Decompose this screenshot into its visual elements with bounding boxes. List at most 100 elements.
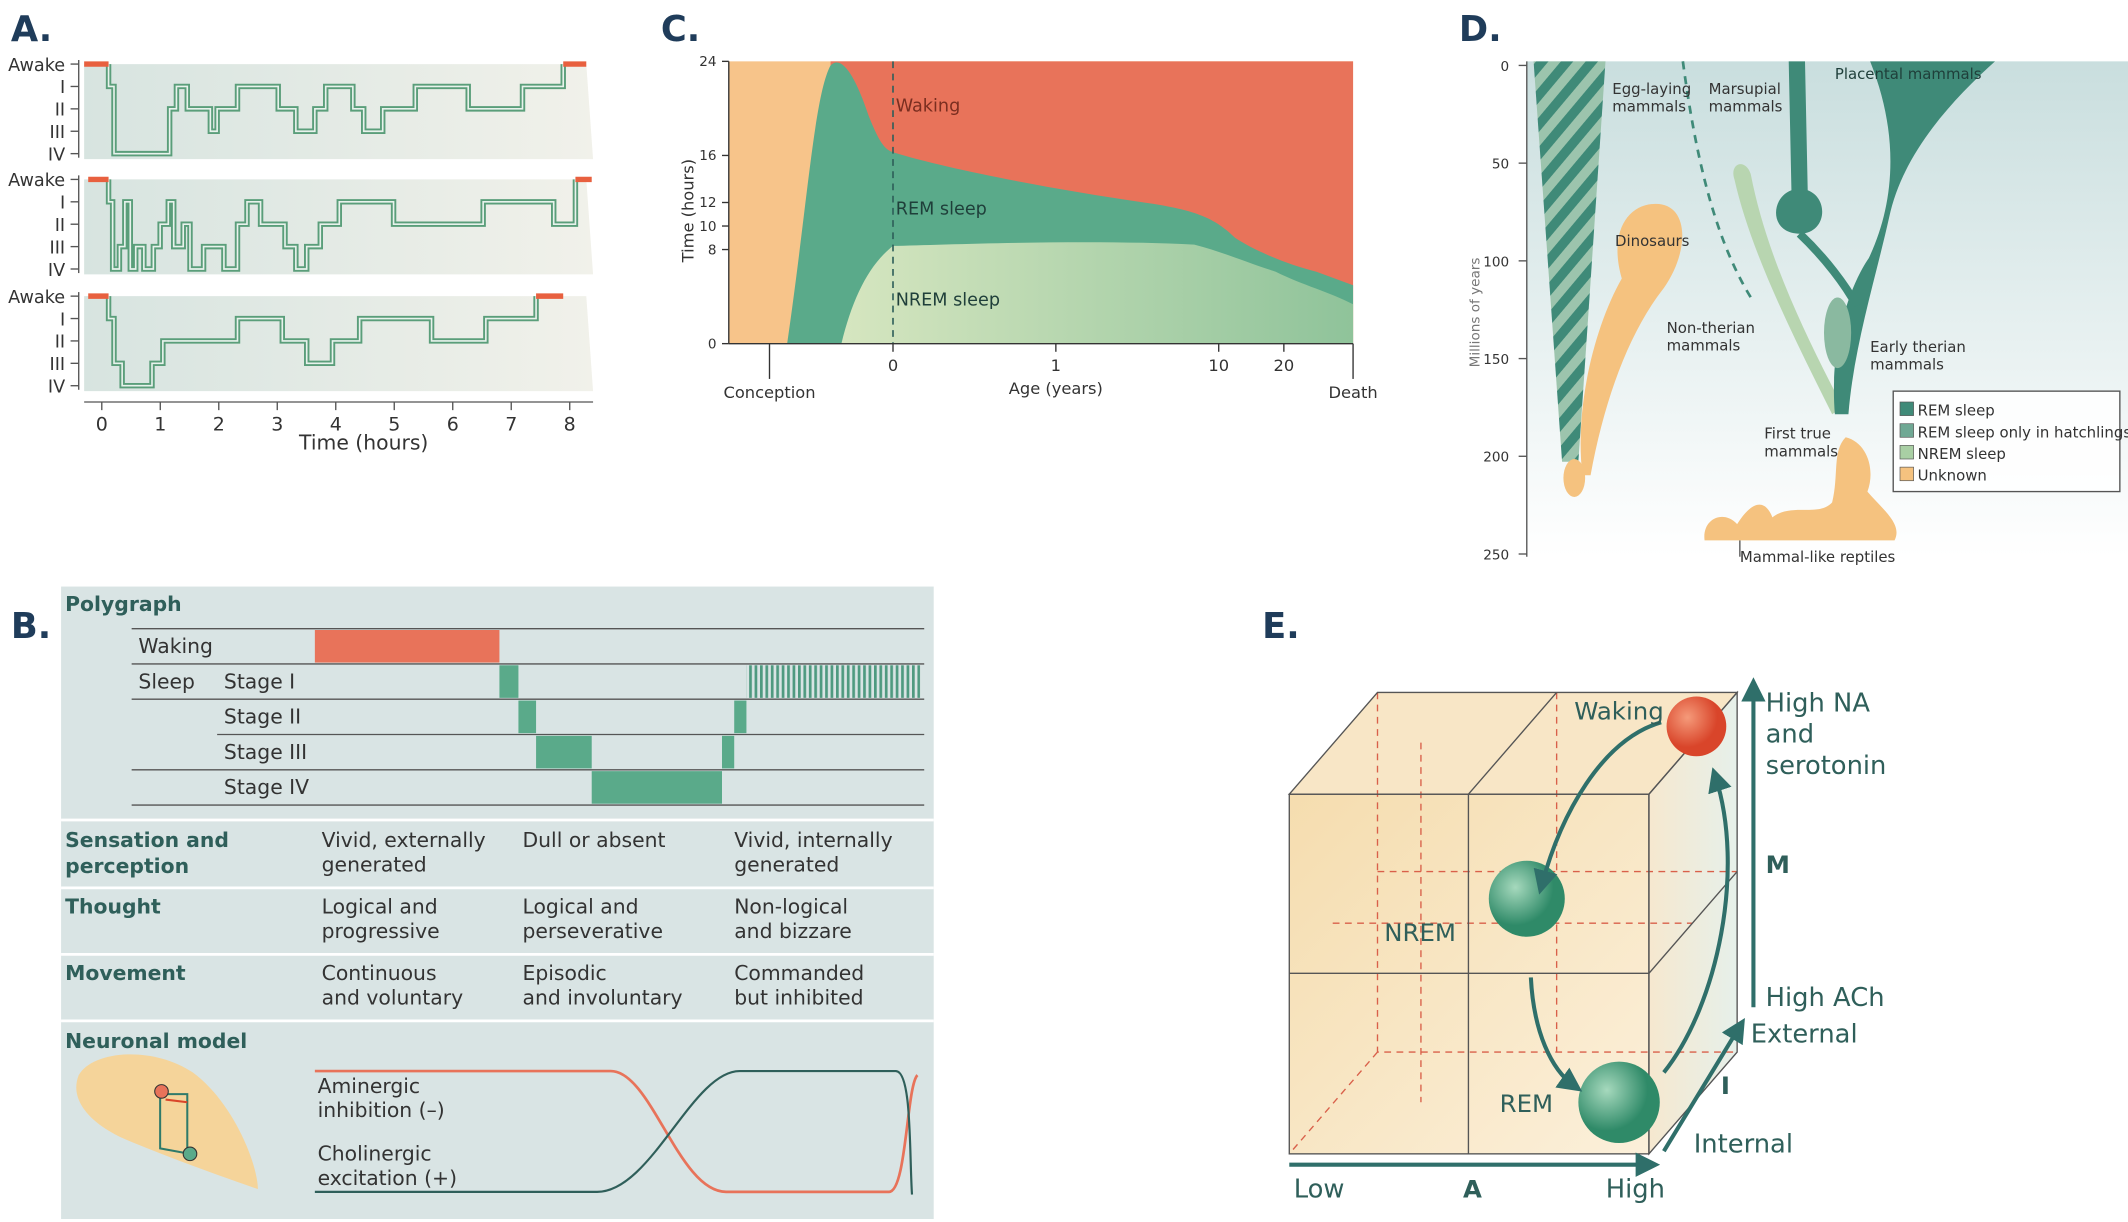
axis-label: Time (hours) xyxy=(679,159,698,263)
waking-sphere xyxy=(1666,696,1727,757)
cell-text: Non-logical xyxy=(734,895,848,919)
group-label: Early therian xyxy=(1870,338,1966,356)
y-tick-label: 100 xyxy=(1483,254,1509,270)
group-label: mammals xyxy=(1612,98,1686,116)
axis-name: A xyxy=(1463,1174,1482,1203)
stage-label: Awake xyxy=(8,171,65,191)
section-title: Polygraph xyxy=(65,592,181,616)
stage-bar xyxy=(536,735,592,769)
cell-text: Logical and xyxy=(523,895,639,919)
y-tick-label: 250 xyxy=(1483,547,1509,563)
region-label: NREM sleep xyxy=(896,291,1000,311)
row-label: Sleep xyxy=(138,669,195,693)
row-label: Stage I xyxy=(224,669,295,693)
x-tick-label: Death xyxy=(1328,383,1377,402)
cell-text: Vivid, internally xyxy=(734,828,892,852)
cell-text: Commanded xyxy=(734,961,864,985)
x-tick-label: 0 xyxy=(888,356,898,375)
legend-label: NREM sleep xyxy=(1918,445,2006,463)
nrem-sphere xyxy=(1488,860,1565,937)
cell-text: but inhibited xyxy=(734,986,863,1010)
cell-text: Continuous xyxy=(322,961,437,985)
axis-name: M xyxy=(1766,850,1790,879)
early-therian-branch xyxy=(1824,297,1852,369)
y-tick-label: 200 xyxy=(1483,450,1509,466)
row-separators xyxy=(61,818,934,1023)
y-tick-label: 12 xyxy=(699,195,716,211)
stage-label: IV xyxy=(48,261,65,281)
group-label: First true xyxy=(1764,425,1831,443)
x-tick-label: 3 xyxy=(271,414,283,436)
legend-label: REM sleep xyxy=(1918,402,1995,420)
state-arrows xyxy=(1289,677,1766,1177)
group-label: Egg-laying xyxy=(1612,80,1691,98)
cell-text: and involuntary xyxy=(523,986,683,1010)
state-label: Waking xyxy=(1574,697,1663,726)
neuron xyxy=(154,1084,169,1099)
rem-bar xyxy=(746,665,921,698)
row-heading: perception xyxy=(65,854,189,878)
stage-label: IV xyxy=(48,378,65,398)
cell-text: Vivid, externally xyxy=(322,828,486,852)
panel-label: A. xyxy=(11,9,52,50)
stage-label: III xyxy=(50,123,66,143)
axis-name: I xyxy=(1721,1071,1730,1100)
shape xyxy=(1467,691,1558,795)
row-label: Waking xyxy=(138,634,213,658)
neuron xyxy=(182,1146,198,1162)
legend-label: Unknown xyxy=(1918,467,1987,485)
axis-label: Internal xyxy=(1694,1130,1793,1160)
shape xyxy=(1533,720,1662,895)
stage-bar xyxy=(734,700,747,734)
y-tick-label: 150 xyxy=(1483,352,1509,368)
rem-sphere xyxy=(1578,1061,1660,1143)
row-label: Stage IV xyxy=(224,775,309,799)
circuit xyxy=(159,1093,191,1155)
x-tick-label: 2 xyxy=(213,414,225,436)
panel-label: B. xyxy=(11,606,51,647)
section-title: Neuronal model xyxy=(65,1029,247,1053)
axis-label: and xyxy=(1766,720,1814,750)
brain xyxy=(76,1054,258,1190)
x-tick-label: 4 xyxy=(330,414,342,436)
x-tick-label: 0 xyxy=(96,414,108,436)
axis-label: High ACh xyxy=(1766,983,1885,1013)
panel-d-plot xyxy=(1526,61,2128,557)
x-tick-label: 1 xyxy=(1051,356,1061,375)
stage-bar xyxy=(591,771,722,804)
stage-label: I xyxy=(60,78,65,98)
stage-label: Awake xyxy=(8,56,65,76)
x-tick-label: 20 xyxy=(1274,356,1295,375)
group-label: mammals xyxy=(1709,98,1783,116)
axis-label: Time (hours) xyxy=(298,431,428,455)
curve-label: inhibition (–) xyxy=(318,1098,445,1122)
group-label: Dinosaurs xyxy=(1615,232,1690,250)
stage-label: III xyxy=(50,238,66,258)
cell-text: progressive xyxy=(322,919,440,943)
region-label: REM sleep xyxy=(896,200,987,220)
x-tick-label: Conception xyxy=(723,383,815,402)
stage-bar xyxy=(499,665,519,698)
cell-text: generated xyxy=(322,853,427,877)
shape xyxy=(1662,767,1732,1074)
y-tick-label: 24 xyxy=(699,54,716,70)
marsupial-branch xyxy=(1776,61,1823,234)
state-label: NREM xyxy=(1384,918,1456,947)
dinosaurs-branch xyxy=(1580,203,1683,476)
x-tick-label: 6 xyxy=(447,414,459,436)
y-tick-label: 16 xyxy=(699,148,716,164)
group-label: Marsupial xyxy=(1709,80,1781,98)
panel-label: E. xyxy=(1262,606,1300,647)
legend-box xyxy=(1892,390,2121,493)
curve-label: Cholinergic xyxy=(318,1142,432,1166)
group-label: Non-therian xyxy=(1667,319,1755,337)
x-tick-label: 7 xyxy=(505,414,517,436)
cell-text: Logical and xyxy=(322,895,438,919)
legend-swatch xyxy=(1899,401,1914,416)
group-label: mammals xyxy=(1667,336,1741,354)
legend-swatch xyxy=(1899,466,1914,482)
waking-bar xyxy=(314,630,500,663)
polygraph-lines xyxy=(131,627,925,806)
stage-label: Awake xyxy=(8,288,65,308)
